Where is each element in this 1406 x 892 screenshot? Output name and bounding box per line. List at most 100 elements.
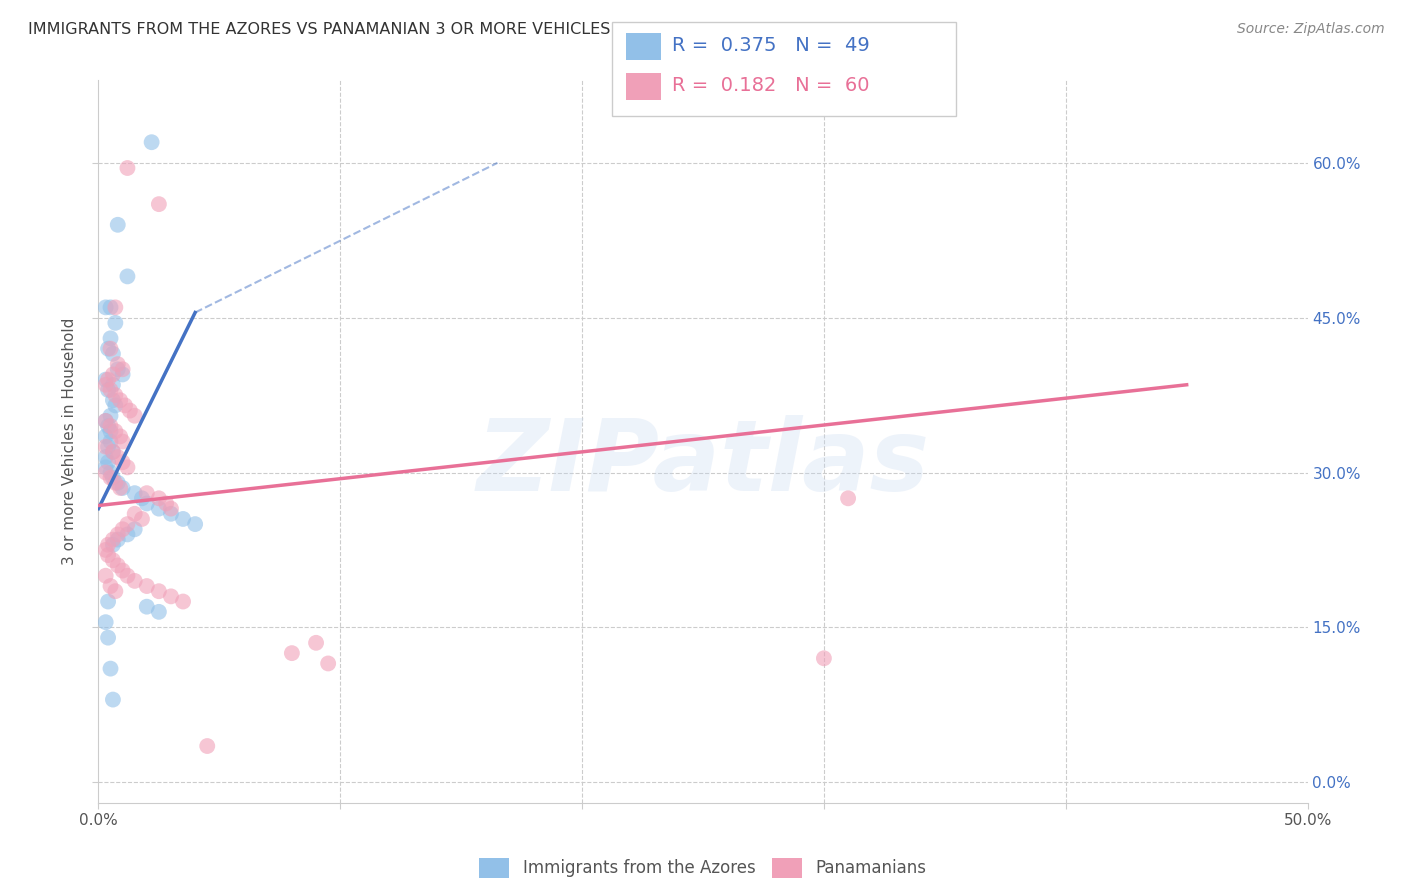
Point: [107, 218, 129, 232]
Point: [100, 434, 122, 449]
Point: [107, 558, 129, 573]
Point: [94, 414, 117, 428]
Point: [107, 362, 129, 376]
Point: [148, 197, 170, 211]
Point: [101, 538, 124, 552]
Point: [97, 455, 120, 469]
Point: [281, 646, 304, 660]
Point: [107, 450, 129, 464]
Point: [111, 362, 134, 376]
Point: [94, 414, 117, 428]
Point: [184, 517, 207, 532]
Point: [97, 419, 120, 434]
Text: Source: ZipAtlas.com: Source: ZipAtlas.com: [1237, 22, 1385, 37]
Point: [305, 636, 328, 650]
Point: [94, 440, 117, 454]
Point: [124, 574, 146, 588]
Point: [124, 486, 146, 500]
Point: [104, 316, 127, 330]
Point: [97, 538, 120, 552]
Point: [108, 481, 131, 495]
Point: [117, 527, 139, 541]
Point: [124, 507, 146, 521]
Point: [813, 651, 835, 665]
Point: [100, 424, 122, 438]
Point: [101, 445, 124, 459]
Point: [100, 471, 122, 485]
Point: [104, 475, 127, 490]
Point: [94, 466, 117, 480]
Point: [94, 450, 117, 464]
Point: [107, 475, 129, 490]
Point: [100, 579, 122, 593]
Point: [148, 491, 170, 506]
Point: [117, 460, 139, 475]
Point: [97, 631, 120, 645]
Point: [172, 594, 194, 608]
Point: [160, 507, 183, 521]
Legend: Immigrants from the Azores, Panamanians: Immigrants from the Azores, Panamanians: [479, 858, 927, 878]
Point: [104, 584, 127, 599]
Point: [94, 568, 117, 582]
Point: [97, 440, 120, 454]
Point: [101, 533, 124, 547]
Point: [101, 377, 124, 392]
Point: [97, 373, 120, 387]
Point: [108, 429, 131, 443]
Point: [108, 393, 131, 408]
Point: [148, 501, 170, 516]
Point: [131, 491, 153, 506]
Point: [101, 445, 124, 459]
Point: [101, 347, 124, 361]
Point: [100, 409, 122, 423]
Point: [100, 301, 122, 315]
Point: [107, 357, 129, 371]
Point: [104, 388, 127, 402]
Point: [135, 579, 157, 593]
Text: IMMIGRANTS FROM THE AZORES VS PANAMANIAN 3 OR MORE VEHICLES IN HOUSEHOLD CORRELA: IMMIGRANTS FROM THE AZORES VS PANAMANIAN…: [28, 22, 918, 37]
Text: R =  0.182   N =  60: R = 0.182 N = 60: [672, 76, 869, 95]
Point: [111, 455, 134, 469]
Point: [141, 135, 163, 149]
Point: [131, 512, 153, 526]
Point: [101, 471, 124, 485]
Point: [148, 584, 170, 599]
Point: [94, 301, 117, 315]
Point: [117, 517, 139, 532]
Point: [135, 599, 157, 614]
Text: ZIPatlas: ZIPatlas: [477, 415, 929, 512]
Point: [101, 692, 124, 706]
Point: [101, 393, 124, 408]
Point: [117, 568, 139, 582]
Point: [107, 527, 129, 541]
Point: [124, 409, 146, 423]
Point: [316, 657, 339, 671]
Point: [97, 594, 120, 608]
Point: [100, 419, 122, 434]
Y-axis label: 3 or more Vehicles in Household: 3 or more Vehicles in Household: [62, 318, 77, 566]
Point: [160, 590, 183, 604]
Point: [111, 434, 134, 449]
Point: [135, 486, 157, 500]
Point: [148, 605, 170, 619]
Point: [111, 522, 134, 536]
Point: [155, 496, 177, 510]
Point: [107, 533, 129, 547]
Point: [100, 383, 122, 397]
Point: [111, 368, 134, 382]
Point: [101, 368, 124, 382]
Point: [114, 398, 136, 412]
Point: [97, 342, 120, 356]
Point: [94, 429, 117, 443]
Point: [104, 301, 127, 315]
Point: [111, 481, 134, 495]
Point: [100, 662, 122, 676]
Point: [97, 383, 120, 397]
Point: [111, 564, 134, 578]
Point: [124, 522, 146, 536]
Point: [94, 460, 117, 475]
Text: R =  0.375   N =  49: R = 0.375 N = 49: [672, 36, 870, 55]
Point: [135, 496, 157, 510]
Point: [101, 553, 124, 567]
Point: [100, 466, 122, 480]
